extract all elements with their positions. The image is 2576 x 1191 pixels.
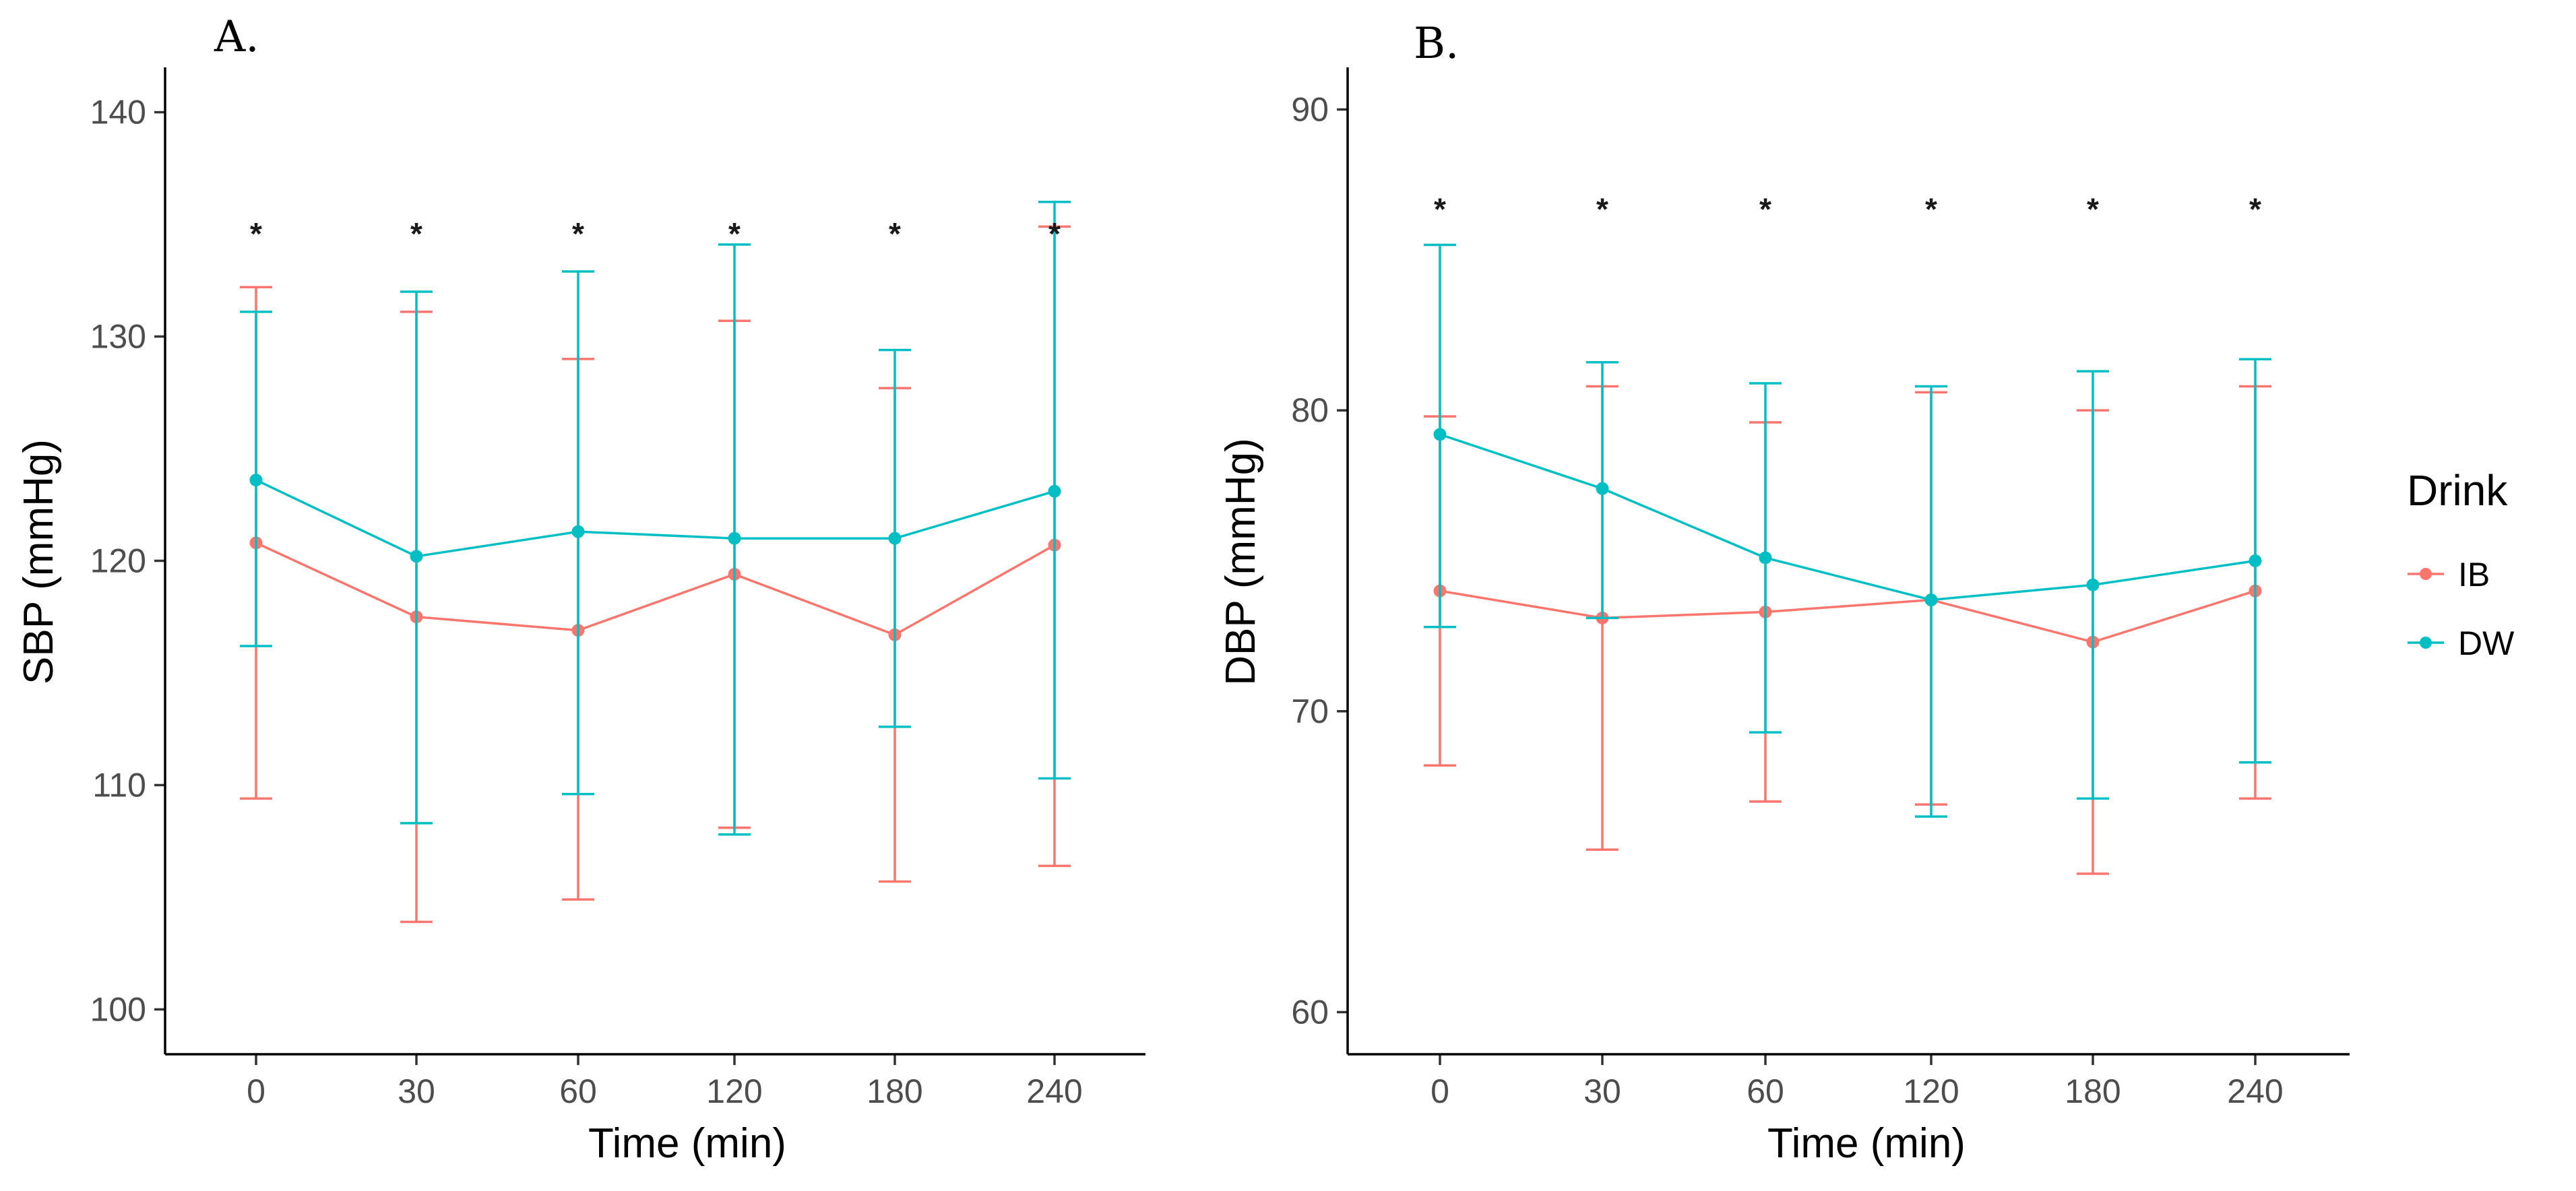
data-point-dw bbox=[1924, 593, 1938, 607]
x-tick-label: 60 bbox=[559, 1072, 597, 1110]
data-point-dw bbox=[1596, 482, 1609, 495]
x-tick-label: 120 bbox=[706, 1072, 762, 1110]
y-tick-label: 140 bbox=[90, 94, 146, 131]
significance-marker: * bbox=[2249, 192, 2261, 227]
panel-b-marks bbox=[1424, 243, 2271, 875]
legend-label-ib: IB bbox=[2458, 556, 2490, 593]
significance-marker: * bbox=[1759, 192, 1771, 227]
data-point-dw bbox=[1759, 551, 1772, 565]
y-tick-label: 100 bbox=[90, 990, 146, 1028]
series-line-dw bbox=[255, 479, 1055, 558]
legend: Drink IB DW bbox=[2407, 466, 2515, 662]
data-point-dw bbox=[249, 474, 263, 487]
panel-a-x-ticks: 0 30 60 120 180 240 bbox=[247, 1054, 1083, 1110]
panel-a-y-ticks: 100 110 120 130 140 bbox=[90, 94, 165, 1028]
significance-marker: * bbox=[1434, 192, 1446, 227]
data-point-dw bbox=[1433, 428, 1447, 441]
legend-point-dw bbox=[2420, 637, 2432, 649]
panel-a-significance: * * * * * * bbox=[250, 216, 1061, 251]
data-point-dw bbox=[410, 550, 423, 563]
panel-a-x-axis-title: Time (min) bbox=[588, 1120, 786, 1167]
panel-a-marks bbox=[240, 201, 1071, 924]
y-tick-label: 130 bbox=[90, 318, 146, 356]
significance-marker: * bbox=[1048, 216, 1061, 251]
data-point-dw bbox=[728, 532, 741, 545]
significance-marker: * bbox=[1925, 192, 1937, 227]
significance-marker: * bbox=[250, 216, 262, 251]
x-tick-label: 180 bbox=[867, 1072, 922, 1110]
x-tick-label: 0 bbox=[247, 1072, 265, 1110]
legend-label-dw: DW bbox=[2458, 624, 2515, 662]
y-tick-label: 80 bbox=[1291, 391, 1329, 429]
x-tick-label: 60 bbox=[1747, 1072, 1784, 1110]
panel-b: B. 60 70 80 90 0 30 60 120 180 240 * * * * * * Time (… bbox=[1218, 19, 2350, 1167]
series-line-ib bbox=[1439, 589, 2256, 643]
data-point-dw bbox=[2086, 578, 2100, 591]
panel-b-significance: * * * * * * bbox=[1434, 192, 2261, 227]
x-tick-label: 120 bbox=[1903, 1072, 1959, 1110]
series-line-dw bbox=[1439, 433, 2256, 602]
panel-b-y-axis-title: DBP (mmHg) bbox=[1218, 438, 1264, 685]
y-tick-label: 90 bbox=[1291, 91, 1329, 129]
x-tick-label: 240 bbox=[1026, 1072, 1082, 1110]
significance-marker: * bbox=[889, 216, 901, 251]
x-tick-label: 30 bbox=[1583, 1072, 1621, 1110]
y-tick-label: 60 bbox=[1291, 993, 1329, 1031]
panel-b-x-ticks: 0 30 60 120 180 240 bbox=[1431, 1054, 2284, 1110]
series-line-ib bbox=[255, 542, 1055, 637]
panel-b-label: B. bbox=[1414, 19, 1459, 69]
data-point-dw bbox=[888, 532, 902, 545]
data-point-dw bbox=[571, 525, 585, 538]
significance-marker: * bbox=[1596, 192, 1608, 227]
x-tick-label: 180 bbox=[2065, 1072, 2121, 1110]
panel-a-y-axis-title: SBP (mmHg) bbox=[15, 439, 62, 684]
x-tick-label: 30 bbox=[398, 1072, 435, 1110]
legend-item-ib: IB bbox=[2408, 556, 2490, 593]
significance-marker: * bbox=[410, 216, 422, 251]
x-tick-label: 0 bbox=[1431, 1072, 1449, 1110]
data-point-dw bbox=[2249, 554, 2262, 567]
legend-point-ib bbox=[2420, 568, 2432, 580]
legend-title: Drink bbox=[2407, 466, 2508, 515]
significance-marker: * bbox=[728, 216, 741, 251]
data-point-dw bbox=[1048, 484, 1061, 498]
y-tick-label: 70 bbox=[1291, 693, 1329, 730]
y-tick-label: 120 bbox=[90, 542, 146, 580]
panel-b-y-ticks: 60 70 80 90 bbox=[1291, 91, 1348, 1031]
x-tick-label: 240 bbox=[2227, 1072, 2283, 1110]
panel-b-x-axis-title: Time (min) bbox=[1767, 1120, 1966, 1167]
panel-a-label: A. bbox=[214, 12, 259, 62]
legend-item-dw: DW bbox=[2408, 624, 2515, 662]
y-tick-label: 110 bbox=[92, 766, 146, 804]
significance-marker: * bbox=[572, 216, 584, 251]
significance-marker: * bbox=[2087, 192, 2099, 227]
